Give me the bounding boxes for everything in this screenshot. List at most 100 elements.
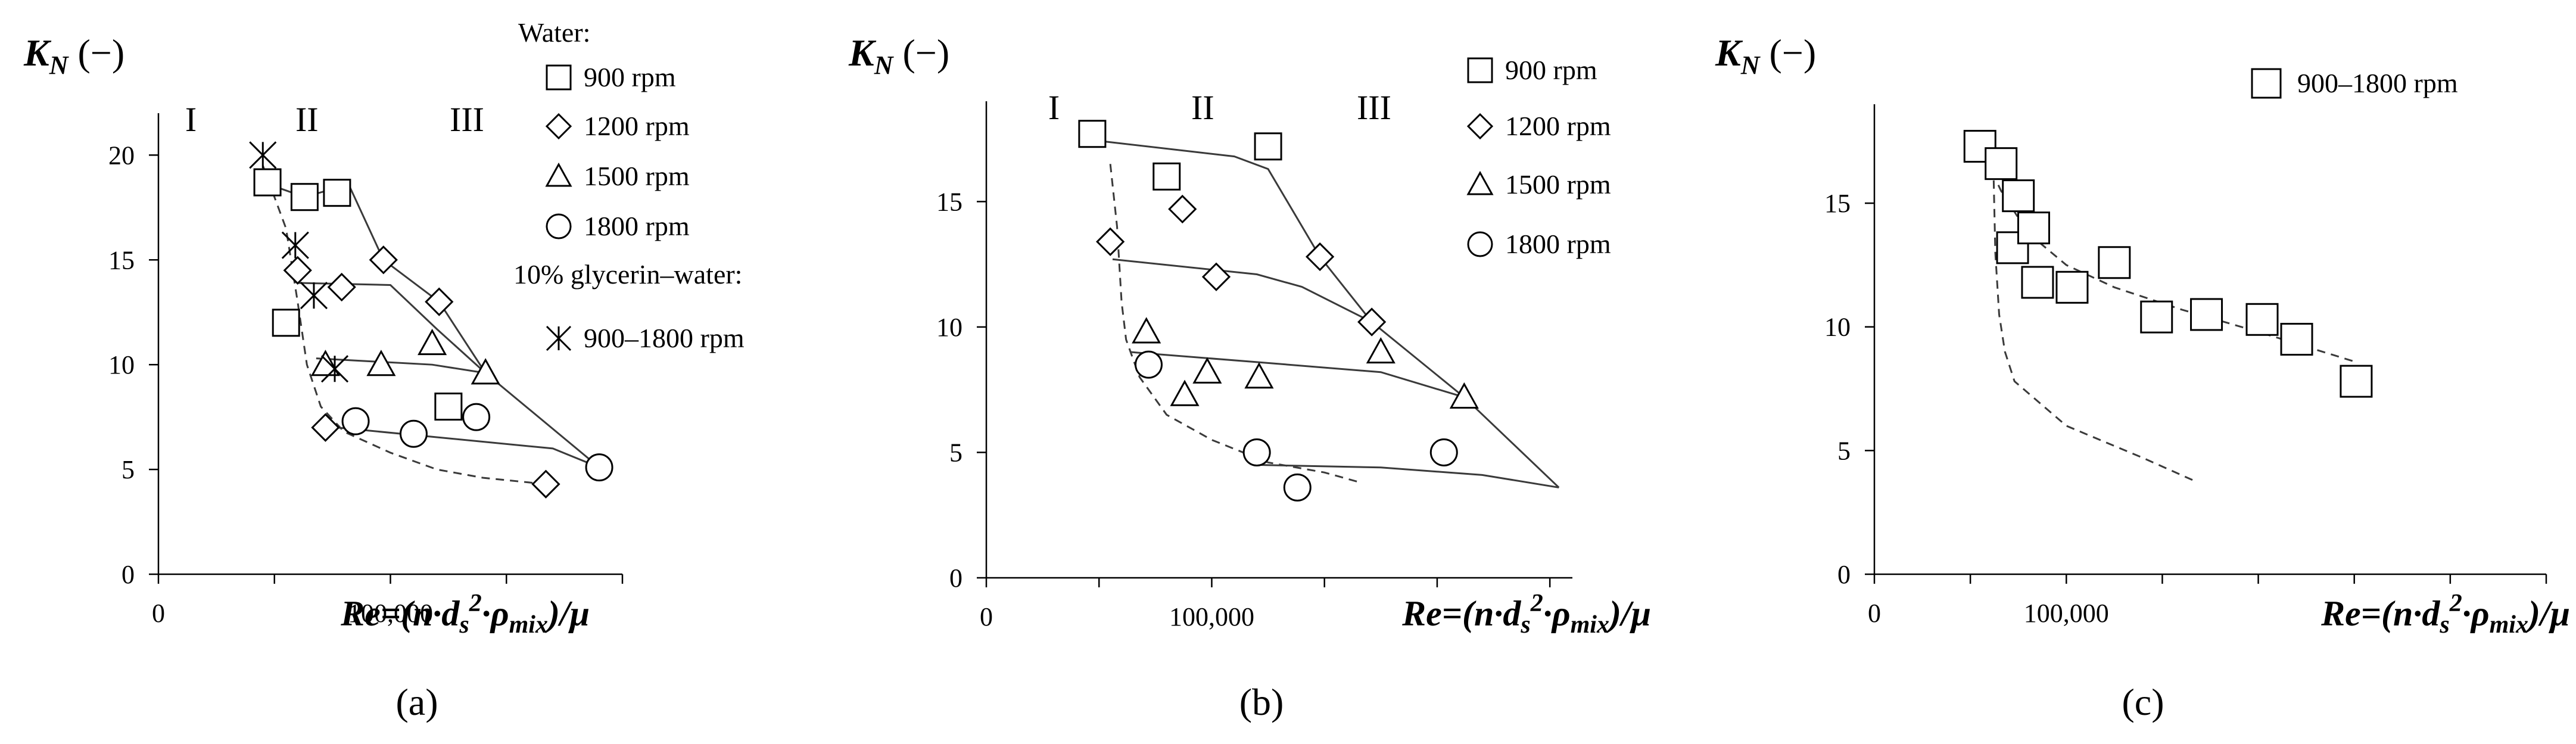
x-axis-label-p1: s: [1520, 611, 1530, 639]
point-diamond-1-2: [1201, 262, 1231, 291]
point-square-0-0: [253, 168, 282, 197]
point-triangle-2-2: [418, 328, 447, 356]
zone-label-1: II: [295, 100, 319, 139]
x-axis-label-p5: )/μ: [2525, 594, 2570, 633]
dashed-fit-line-1: [1992, 166, 2194, 481]
y-tick-label-1: 5: [949, 438, 963, 467]
legend-label-2: 1500 rpm: [1505, 169, 1611, 200]
x-tick-label-1: 100,000: [1169, 602, 1254, 631]
point-circle-3-2: [1283, 473, 1312, 502]
point-circle-3-1: [1242, 438, 1271, 466]
point-square-0-4: [2017, 211, 2050, 245]
y-axis-label-sub: N: [874, 51, 895, 80]
legend-label-3: 1800 rpm: [1505, 229, 1611, 259]
x-axis-label-p4: mix: [1571, 611, 1609, 639]
zone-label-2: III: [1357, 88, 1391, 127]
legend: 900 rpm 1200 rpm 1500 rpm 1800 rpm: [1466, 55, 1611, 259]
solid-fit-line-2: [1130, 351, 1465, 399]
solid-fit-line-3: [1259, 464, 1559, 488]
legend: Water: 10% glycerin–water: 900 rpm 1200 rpm…: [513, 17, 745, 353]
x-tick-label-0: 0: [152, 599, 165, 628]
legend-marker-square: [2251, 68, 2282, 99]
panel-label-b: (b): [1239, 681, 1284, 723]
x-axis-label: Re=(n·ds2·ρmix)/μ: [1401, 590, 1651, 639]
legend-marker-circle: [546, 213, 572, 239]
point-circle-3-3: [585, 453, 613, 482]
legend-marker-diamond: [1466, 113, 1494, 140]
y-axis-label-sub: N: [1740, 51, 1761, 80]
point-circle-3-0: [341, 407, 370, 435]
legend: 900–1800 rpm: [2251, 68, 2458, 99]
panel-label-a: (a): [395, 681, 438, 723]
x-axis-label-p4: mix: [509, 611, 548, 639]
point-square-0-5: [2021, 266, 2054, 299]
point-circle-3-1: [399, 419, 428, 448]
point-circle-3-0: [1134, 350, 1163, 379]
point-triangle-2-4: [1449, 382, 1479, 409]
legend-label-3: 1800 rpm: [584, 211, 690, 241]
legend-label-0: 900 rpm: [1505, 55, 1597, 85]
point-triangle-2-0: [310, 350, 340, 376]
point-square-0-2: [323, 179, 351, 207]
point-diamond-1-1: [327, 272, 356, 302]
point-square-0-1: [290, 183, 319, 211]
x-axis-label-p4: mix: [2490, 611, 2528, 639]
y-tick-label-2: 10: [1824, 313, 1851, 342]
point-square-0-12: [2340, 365, 2373, 398]
x-axis-label-p5: )/μ: [545, 594, 590, 633]
point-square-0-2: [2002, 179, 2035, 213]
legend-label-0: 900–1800 rpm: [2297, 68, 2458, 98]
point-asterisk-4-1: [281, 231, 309, 259]
x-tick-label-1: 100,000: [348, 599, 433, 628]
point-triangle-2-3: [1366, 337, 1396, 364]
x-axis-label-p1: s: [2439, 611, 2449, 639]
point-square-0-0: [1078, 120, 1107, 148]
y-axis-label-main: K: [1715, 32, 1743, 74]
y-tick-label-3: 15: [1824, 189, 1851, 218]
point-diamond-1-4: [311, 413, 340, 442]
y-tick-label-1: 5: [1837, 436, 1851, 465]
point-diamond-1-4: [1357, 307, 1387, 337]
panel-label-c: (c): [2122, 681, 2164, 723]
x-axis-label-p1: s: [459, 611, 469, 639]
legend-marker-diamond: [545, 113, 572, 140]
point-triangle-2-2: [1244, 362, 1274, 389]
legend-marker-circle: [1467, 231, 1493, 257]
point-square-0-1: [1152, 162, 1181, 191]
y-tick-label-3: 15: [108, 245, 135, 275]
x-axis-label-p0: Re=(n·d: [2320, 594, 2440, 633]
point-diamond-1-3: [425, 287, 454, 316]
point-asterisk-4-2: [300, 282, 328, 310]
dashed-fit-line-4: [1109, 164, 1361, 484]
legend-label-4: 900–1800 rpm: [584, 323, 745, 353]
legend-header-glycerin: 10% glycerin–water:: [513, 259, 742, 289]
x-axis-label-p2: 2: [2449, 590, 2462, 617]
x-axis-label-p3: ·ρ: [2462, 594, 2490, 633]
point-diamond-1-3: [1306, 242, 1335, 272]
x-tick-label-0: 0: [980, 602, 993, 631]
zone-label-0: I: [1048, 88, 1060, 127]
point-triangle-2-1: [1192, 357, 1222, 384]
point-triangle-2-5: [1170, 379, 1200, 406]
point-diamond-1-0: [283, 256, 312, 285]
y-axis-label-sub: N: [49, 51, 70, 80]
y-tick-label-3: 15: [936, 187, 963, 216]
legend-label-2: 1500 rpm: [584, 161, 690, 191]
legend-marker-square: [546, 64, 572, 91]
point-circle-3-2: [462, 403, 491, 431]
zone-label-1: II: [1191, 88, 1214, 127]
legend-marker-triangle: [1466, 170, 1494, 195]
zone-label-0: I: [185, 100, 197, 139]
point-triangle-2-0: [1132, 317, 1161, 344]
x-axis-label-p2: 2: [469, 590, 482, 617]
legend-marker-asterisk: [546, 325, 572, 351]
y-axis-label-unit: (−): [893, 32, 949, 74]
legend-label-0: 900 rpm: [584, 62, 676, 92]
zone-label-2: III: [450, 100, 484, 139]
x-axis-label: Re=(n·ds2·ρmix)/μ: [2320, 590, 2570, 639]
solid-fit-line-2: [316, 357, 486, 374]
x-axis-label-p2: 2: [1530, 590, 1543, 617]
